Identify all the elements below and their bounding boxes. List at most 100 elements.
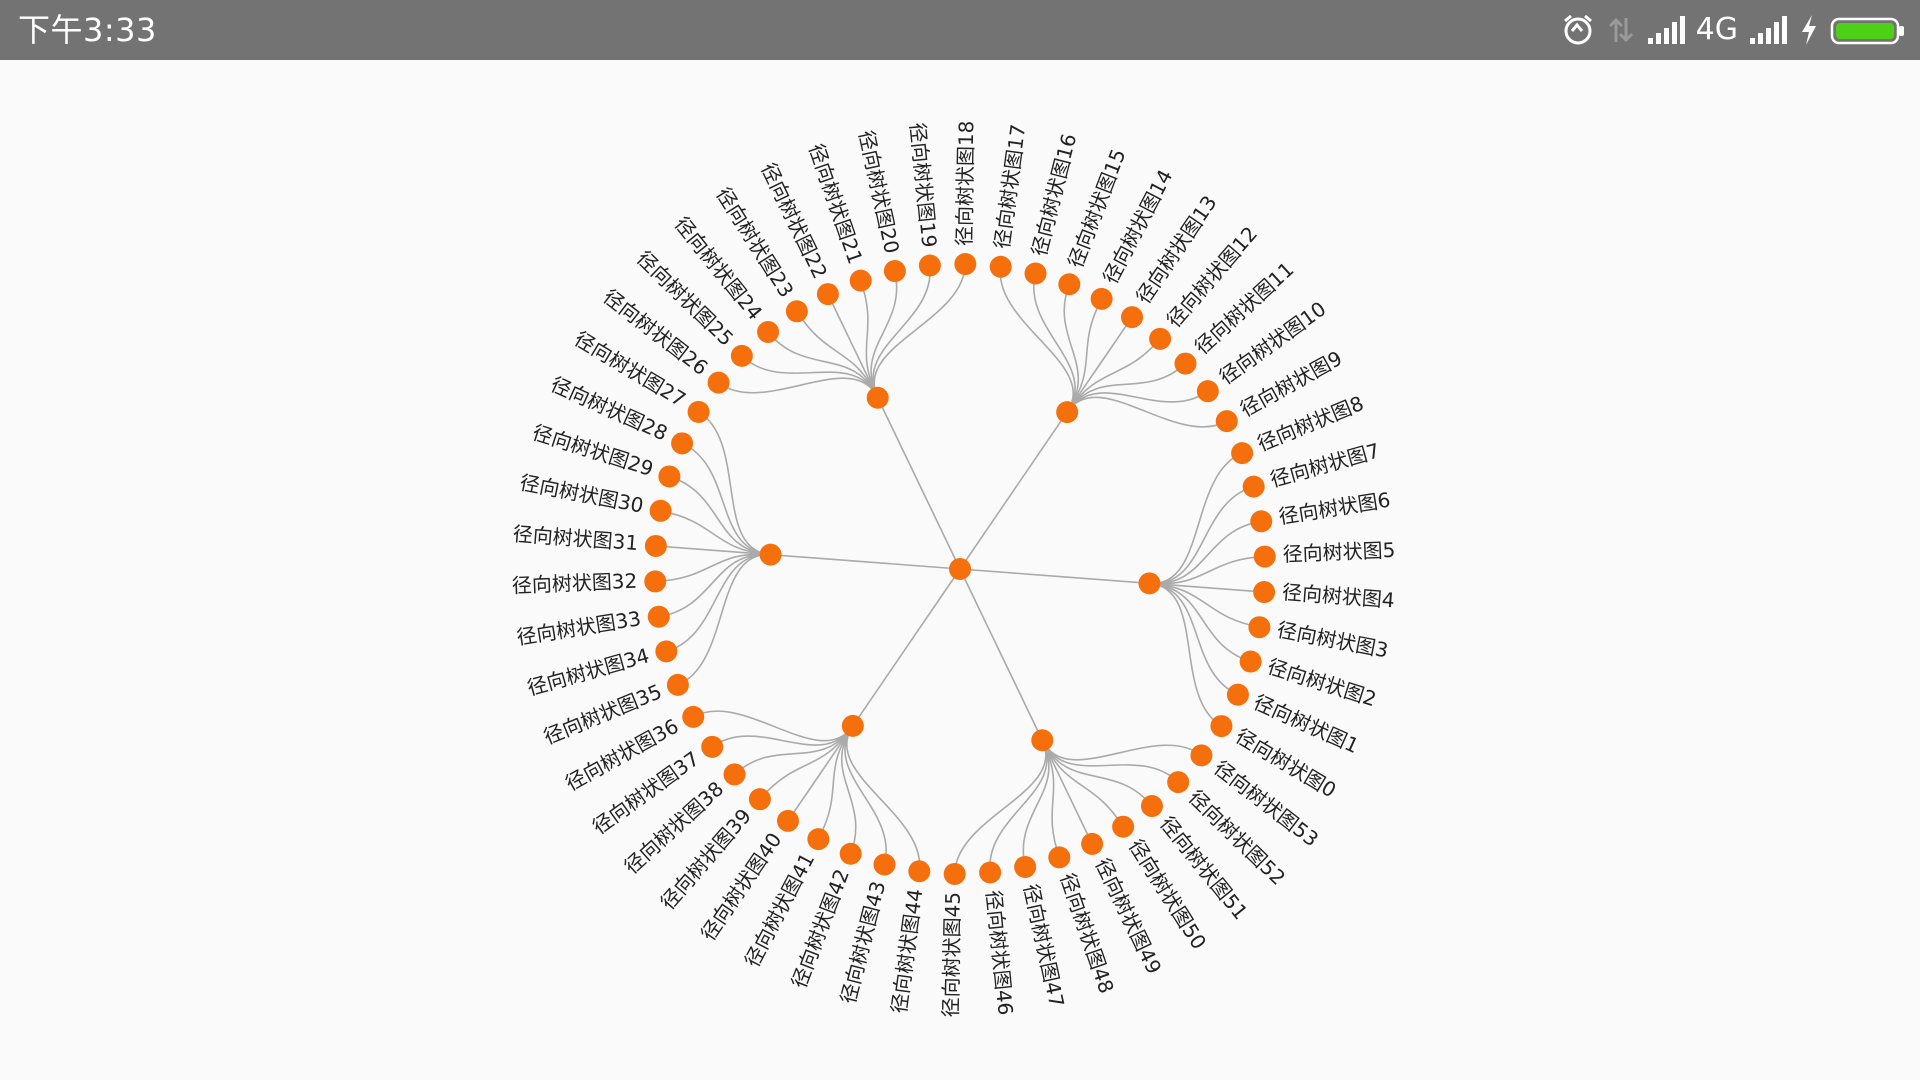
tree-leaf-node-14[interactable] bbox=[1090, 287, 1113, 310]
tree-leaf-node-35[interactable] bbox=[666, 673, 689, 696]
tree-link-leaf-6 bbox=[1149, 520, 1262, 585]
tree-leaf-node-7[interactable] bbox=[1242, 475, 1265, 498]
tree-leaf-node-32[interactable] bbox=[644, 570, 667, 593]
tree-leaf-node-21[interactable] bbox=[849, 269, 872, 292]
tree-group-node-4[interactable] bbox=[841, 714, 864, 737]
tree-link-leaf-1 bbox=[1149, 582, 1239, 696]
tree-leaf-node-41[interactable] bbox=[807, 828, 830, 851]
tree-leaf-node-38[interactable] bbox=[723, 763, 746, 786]
tree-group-node-3[interactable] bbox=[759, 543, 782, 566]
tree-leaf-node-18[interactable] bbox=[954, 253, 977, 276]
tree-leaf-node-17[interactable] bbox=[989, 255, 1012, 278]
tree-leaf-node-46[interactable] bbox=[979, 861, 1002, 884]
tree-root-node[interactable] bbox=[949, 558, 971, 580]
tree-link-leaf-11 bbox=[1066, 363, 1187, 413]
status-bar: 下午3:33 4G bbox=[0, 0, 1920, 60]
tree-link-leaf-36 bbox=[692, 710, 854, 742]
tree-link-leaf-49 bbox=[1041, 739, 1093, 845]
tree-link-leaf-46 bbox=[989, 739, 1048, 873]
tree-leaf-node-6[interactable] bbox=[1250, 510, 1273, 533]
tree-link-leaf-14 bbox=[1066, 298, 1103, 413]
tree-leaf-label: 径向树状图44 bbox=[887, 887, 928, 1015]
tree-leaf-node-52[interactable] bbox=[1167, 771, 1190, 794]
tree-link-leaf-53 bbox=[1041, 739, 1202, 761]
tree-leaf-node-2[interactable] bbox=[1239, 650, 1262, 673]
tree-leaf-label: 径向树状图4 bbox=[1281, 580, 1395, 612]
tree-leaf-node-29[interactable] bbox=[658, 465, 681, 488]
tree-leaf-node-42[interactable] bbox=[839, 842, 862, 865]
tree-leaf-node-37[interactable] bbox=[701, 735, 724, 758]
tree-link-leaf-8 bbox=[1149, 452, 1243, 585]
tree-leaf-node-49[interactable] bbox=[1081, 832, 1104, 855]
tree-leaf-node-39[interactable] bbox=[748, 788, 771, 811]
tree-leaf-node-8[interactable] bbox=[1231, 442, 1254, 465]
tree-leaf-node-3[interactable] bbox=[1248, 616, 1271, 639]
tree-leaf-node-20[interactable] bbox=[883, 260, 906, 283]
tree-leaf-label: 径向树状图30 bbox=[518, 470, 646, 517]
tree-leaf-node-15[interactable] bbox=[1058, 273, 1081, 296]
tree-leaf-node-0[interactable] bbox=[1210, 715, 1233, 738]
signal-icon bbox=[1646, 12, 1686, 48]
tree-link-leaf-42 bbox=[841, 725, 857, 855]
tree-link-leaf-21 bbox=[859, 280, 879, 399]
tree-link-leaf-50 bbox=[1041, 739, 1124, 828]
tree-leaf-node-48[interactable] bbox=[1048, 846, 1071, 869]
tree-link-leaf-3 bbox=[1149, 582, 1260, 628]
tree-link-leaf-23 bbox=[796, 310, 879, 399]
tree-leaf-node-25[interactable] bbox=[730, 344, 753, 367]
tree-link-leaf-39 bbox=[759, 725, 854, 800]
tree-leaf-node-27[interactable] bbox=[687, 400, 710, 423]
tree-link-root-to-group-1 bbox=[959, 411, 1068, 570]
tree-leaf-node-47[interactable] bbox=[1014, 855, 1037, 878]
tree-leaf-node-1[interactable] bbox=[1226, 683, 1249, 706]
tree-link-leaf-16 bbox=[1033, 273, 1076, 413]
tree-link-leaf-18 bbox=[873, 264, 967, 399]
tree-leaf-node-10[interactable] bbox=[1196, 380, 1219, 403]
tree-leaf-node-31[interactable] bbox=[644, 534, 667, 557]
tree-leaf-node-40[interactable] bbox=[776, 809, 799, 832]
tree-leaf-node-24[interactable] bbox=[757, 320, 780, 343]
tree-leaf-label: 径向树状图31 bbox=[512, 522, 639, 555]
tree-group-node-2[interactable] bbox=[866, 386, 889, 409]
status-icons: 4G bbox=[1560, 8, 1906, 52]
tree-leaf-node-5[interactable] bbox=[1253, 545, 1276, 568]
tree-leaf-node-9[interactable] bbox=[1215, 410, 1238, 433]
tree-leaf-node-50[interactable] bbox=[1112, 815, 1135, 838]
tree-leaf-label: 径向树状图5 bbox=[1282, 538, 1396, 567]
tree-leaf-node-22[interactable] bbox=[816, 283, 839, 306]
tree-leaf-label: 径向树状图19 bbox=[905, 121, 941, 248]
tree-leaf-node-28[interactable] bbox=[671, 432, 694, 455]
tree-leaf-node-4[interactable] bbox=[1253, 581, 1276, 604]
tree-link-leaf-15 bbox=[1063, 283, 1079, 413]
tree-link-leaf-12 bbox=[1066, 338, 1161, 413]
tree-link-leaf-31 bbox=[655, 545, 771, 556]
tree-leaf-node-26[interactable] bbox=[707, 371, 730, 394]
tree-leaf-node-16[interactable] bbox=[1024, 262, 1047, 285]
tree-leaf-node-33[interactable] bbox=[647, 605, 670, 628]
tree-link-leaf-9 bbox=[1066, 396, 1228, 428]
tree-link-leaf-52 bbox=[1041, 739, 1179, 783]
charging-icon bbox=[1798, 12, 1820, 48]
tree-group-node-1[interactable] bbox=[1056, 401, 1079, 424]
tree-link-leaf-44 bbox=[845, 725, 921, 872]
tree-leaf-node-36[interactable] bbox=[682, 705, 705, 728]
tree-link-root-to-group-4 bbox=[852, 568, 961, 727]
tree-link-leaf-43 bbox=[844, 725, 887, 865]
tree-link-leaf-38 bbox=[733, 725, 854, 775]
tree-leaf-node-45[interactable] bbox=[943, 862, 966, 885]
tree-leaf-node-19[interactable] bbox=[918, 254, 941, 277]
tree-leaf-node-13[interactable] bbox=[1121, 306, 1144, 329]
tree-link-leaf-24 bbox=[767, 331, 879, 399]
tree-leaf-node-11[interactable] bbox=[1174, 352, 1197, 375]
tree-leaf-node-12[interactable] bbox=[1149, 327, 1172, 350]
tree-leaf-label: 径向树状图46 bbox=[981, 889, 1017, 1016]
tree-leaf-node-53[interactable] bbox=[1190, 744, 1213, 767]
tree-leaf-node-34[interactable] bbox=[655, 640, 678, 663]
tree-leaf-node-43[interactable] bbox=[873, 853, 896, 876]
tree-leaf-node-44[interactable] bbox=[908, 860, 931, 883]
tree-leaf-node-51[interactable] bbox=[1140, 795, 1163, 818]
tree-group-node-5[interactable] bbox=[1031, 729, 1054, 752]
tree-group-node-0[interactable] bbox=[1138, 572, 1161, 595]
tree-leaf-node-23[interactable] bbox=[785, 300, 808, 323]
tree-leaf-node-30[interactable] bbox=[649, 499, 672, 522]
